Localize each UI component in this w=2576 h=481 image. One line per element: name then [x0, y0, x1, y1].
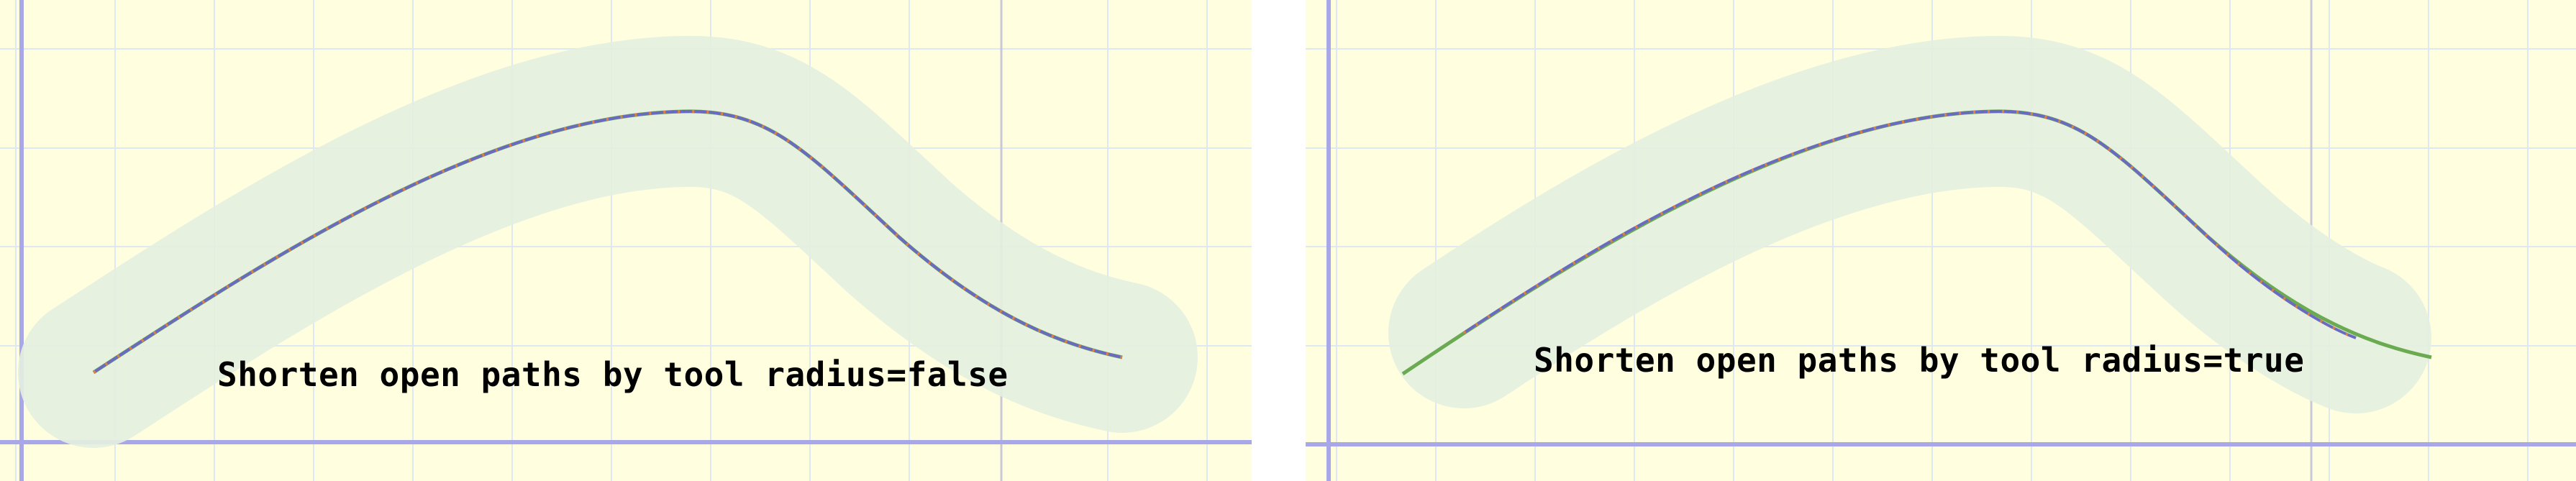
panel-left: Shorten open paths by tool radius=false [0, 0, 1252, 481]
left-caption: Shorten open paths by tool radius=false [217, 355, 1009, 394]
right-diagram [1306, 0, 2576, 481]
left-toolpath-dots [92, 109, 1123, 374]
left-diagram [0, 0, 1252, 481]
panel-right: Shorten open paths by tool radius=true [1306, 0, 2576, 481]
right-caption: Shorten open paths by tool radius=true [1534, 341, 2305, 380]
right-toolpath [1462, 109, 2357, 339]
